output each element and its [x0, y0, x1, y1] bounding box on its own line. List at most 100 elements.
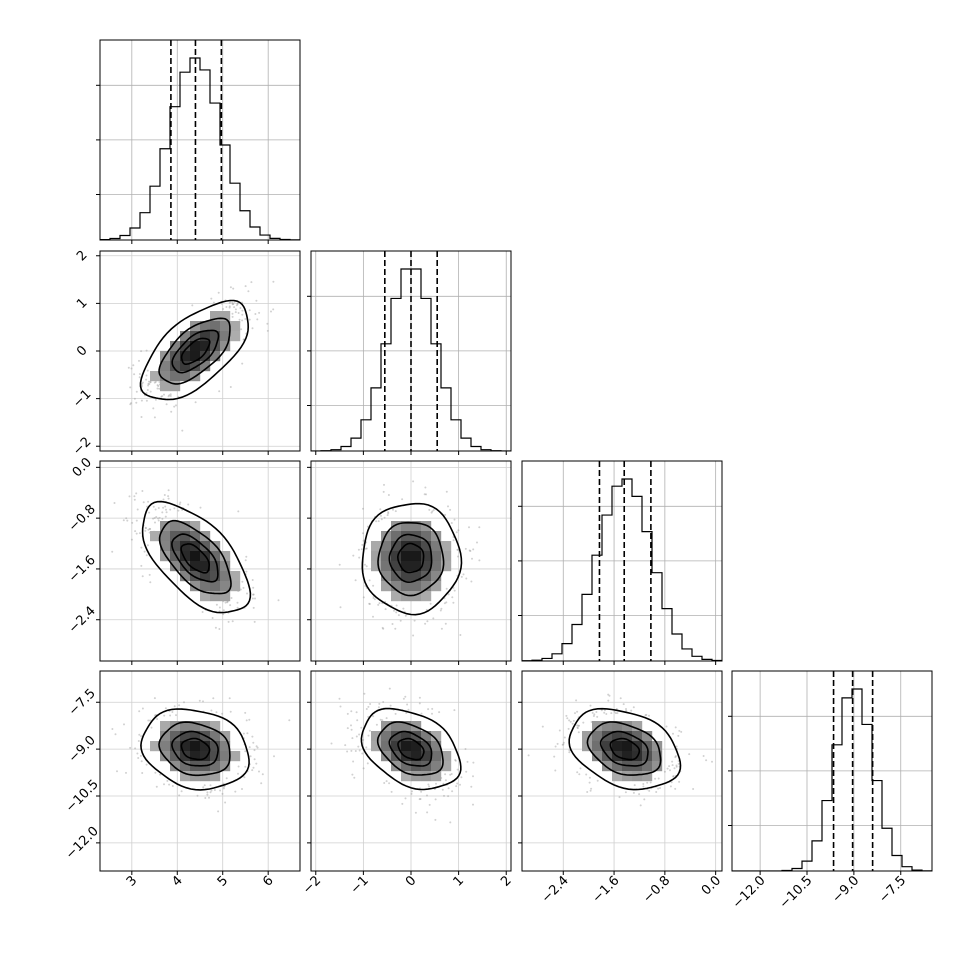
scatter-point [355, 711, 358, 714]
density-cell [411, 521, 422, 532]
scatter-point [466, 760, 469, 763]
scatter-point [140, 760, 143, 763]
scatter-point [145, 554, 148, 557]
scatter-point [366, 762, 369, 765]
scatter-point [234, 790, 237, 793]
contour-3-2-1 [586, 721, 662, 776]
density-cell [210, 751, 221, 762]
scatter-point [441, 788, 444, 791]
scatter-point [155, 785, 158, 788]
scatter-point [149, 381, 152, 384]
scatter-point [678, 780, 681, 783]
scatter-point [596, 779, 599, 782]
scatter-point [231, 301, 234, 304]
scatter-point [261, 773, 264, 776]
scatter-point [576, 710, 579, 713]
density-cell [431, 541, 442, 552]
density-cell [411, 551, 422, 562]
scatter-point [140, 416, 143, 418]
scatter-point [125, 771, 127, 774]
scatter-point [140, 350, 143, 353]
scatter-point [244, 750, 247, 753]
density-cell [180, 771, 191, 782]
scatter-point [554, 769, 557, 772]
scatter-point [675, 745, 678, 748]
contour-3-0-3 [180, 737, 211, 761]
scatter-point [426, 811, 429, 814]
scatter-point [145, 392, 148, 395]
density-cell [220, 321, 231, 332]
scatter-point [362, 532, 364, 535]
scatter-point [363, 692, 366, 695]
scatter-point [253, 758, 256, 761]
scatter-point [256, 746, 259, 749]
tick-label-x-2-1: −1.6 [590, 873, 623, 906]
density-cell [200, 741, 211, 752]
density-cell [421, 591, 432, 602]
scatter-point [199, 506, 202, 509]
scatter-point [204, 797, 207, 799]
contour-2-1-2 [388, 533, 433, 584]
scatter-point [379, 718, 382, 721]
scatter-point [231, 620, 234, 623]
scatter-point [241, 788, 243, 790]
scatter-point [654, 777, 657, 780]
scatter-point [146, 389, 149, 391]
scatter-point [251, 597, 254, 600]
scatter-point [251, 769, 254, 772]
density-cell [401, 741, 412, 752]
tick-label-x-3-3: −7.5 [876, 873, 909, 906]
scatter-point [558, 729, 561, 732]
scatter-point [705, 759, 708, 762]
density-cell [401, 521, 412, 532]
scatter-point [668, 765, 671, 768]
scatter-point [367, 705, 370, 708]
scatter-point [270, 310, 272, 313]
density-cell [200, 771, 211, 782]
density-cell [200, 751, 211, 762]
scatter-point [462, 573, 465, 576]
scatter-point [229, 710, 232, 713]
scatter-point [239, 588, 242, 591]
scatter-point [153, 416, 156, 419]
panel-frame-3-2 [521, 670, 723, 872]
scatter-point [237, 510, 240, 513]
panel-3-3: −12.0 −10.5 −9.0 −7.5 [728, 670, 933, 912]
scatter-point [553, 755, 556, 758]
scatter-point [129, 403, 132, 406]
scatter-point [625, 708, 627, 710]
scatter-point [178, 794, 181, 797]
scatter-point [155, 516, 158, 518]
scatter-point [381, 626, 384, 629]
scatter-point [388, 782, 391, 785]
scatter-point [226, 601, 229, 604]
scatter-point [420, 712, 423, 715]
scatter-point [470, 785, 473, 788]
scatter-point [149, 581, 152, 584]
scatter-point [365, 708, 368, 710]
density-cell [210, 311, 221, 322]
scatter-point [643, 798, 646, 801]
scatter-point [456, 548, 459, 551]
scatter-point [406, 703, 409, 706]
scatter-point [131, 521, 134, 524]
density-cell [160, 751, 171, 762]
density-cell [632, 721, 643, 732]
scatter-point [444, 513, 447, 516]
density-cell [371, 731, 382, 742]
scatter-point [593, 713, 596, 716]
scatter-point [158, 387, 161, 390]
scatter-point [224, 601, 227, 604]
scatter-point [148, 527, 151, 530]
scatter-point [221, 792, 224, 795]
scatter-point [156, 387, 159, 390]
density-cell [391, 521, 402, 532]
scatter-point [252, 593, 255, 596]
density-cell [220, 571, 231, 582]
scatter-point [383, 516, 386, 519]
scatter-point [418, 702, 421, 705]
scatter-point [222, 613, 225, 616]
scatter-point [387, 511, 390, 514]
scatter-point [163, 714, 166, 717]
scatter-point [191, 304, 194, 307]
